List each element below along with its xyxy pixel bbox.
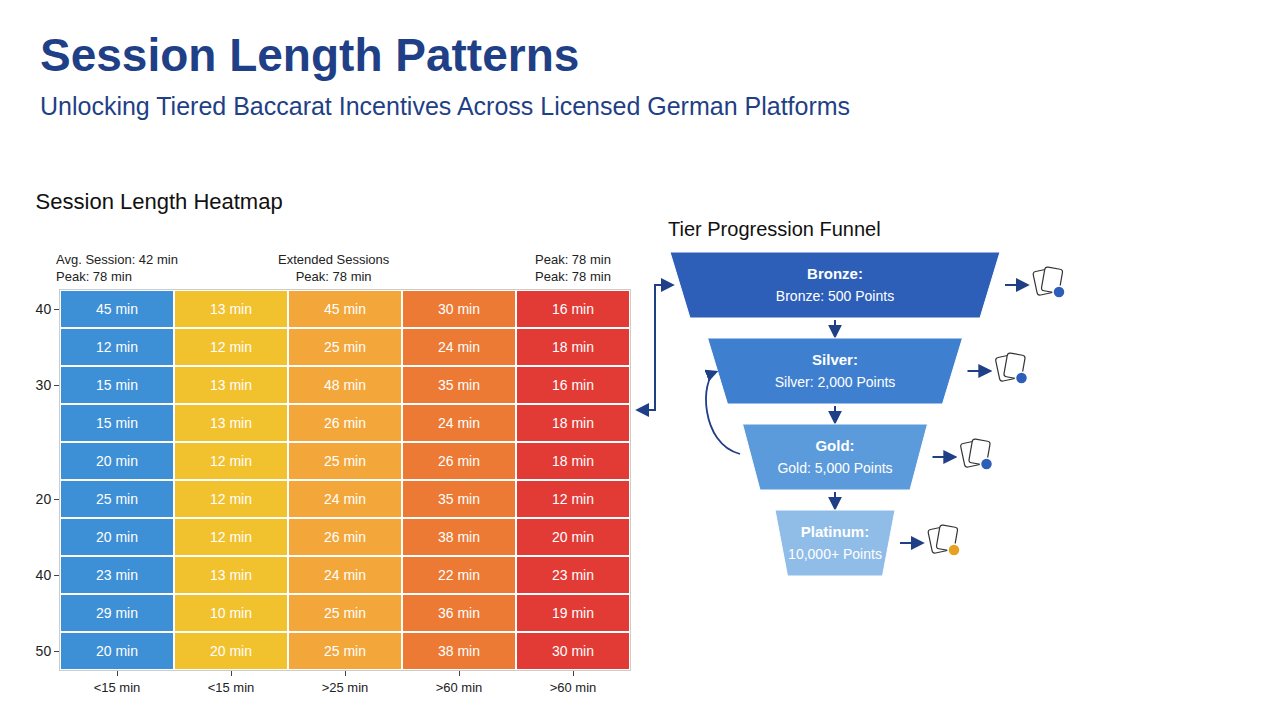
svg-text:15 min: 15 min: [96, 377, 138, 393]
svg-text:<15 min: <15 min: [208, 680, 255, 695]
svg-text:18 min: 18 min: [552, 339, 594, 355]
svg-text:25 min: 25 min: [324, 605, 366, 621]
svg-text:36 min: 36 min: [438, 605, 480, 621]
svg-text:50: 50: [36, 643, 52, 659]
svg-text:12 min: 12 min: [210, 491, 252, 507]
svg-text:35 min: 35 min: [438, 377, 480, 393]
svg-text:13 min: 13 min: [210, 567, 252, 583]
svg-text:20: 20: [36, 491, 52, 507]
svg-text:38 min: 38 min: [438, 643, 480, 659]
svg-text:26 min: 26 min: [324, 415, 366, 431]
svg-text:Silver:: Silver:: [812, 351, 858, 368]
svg-text:>60 min: >60 min: [436, 680, 483, 695]
svg-text:23 min: 23 min: [552, 567, 594, 583]
svg-text:40: 40: [36, 567, 52, 583]
svg-text:24 min: 24 min: [324, 567, 366, 583]
svg-text:Session Length Heatmap: Session Length Heatmap: [36, 189, 283, 214]
svg-text:12 min: 12 min: [210, 453, 252, 469]
svg-text:Silver: 2,000 Points: Silver: 2,000 Points: [775, 374, 896, 390]
svg-text:29 min: 29 min: [96, 605, 138, 621]
svg-text:15 min: 15 min: [96, 415, 138, 431]
svg-text:Tier Progression Funnel: Tier Progression Funnel: [668, 218, 881, 240]
svg-text:45 min: 45 min: [96, 301, 138, 317]
svg-text:10,000+ Points: 10,000+ Points: [788, 546, 882, 562]
svg-text:26 min: 26 min: [324, 529, 366, 545]
svg-text:Platinum:: Platinum:: [801, 523, 869, 540]
svg-text:13 min: 13 min: [210, 301, 252, 317]
svg-text:20 min: 20 min: [96, 643, 138, 659]
svg-text:10 min: 10 min: [210, 605, 252, 621]
svg-text:23 min: 23 min: [96, 567, 138, 583]
svg-text:>60 min: >60 min: [550, 680, 597, 695]
svg-text:20 min: 20 min: [96, 453, 138, 469]
svg-text:24 min: 24 min: [324, 491, 366, 507]
svg-text:26 min: 26 min: [438, 453, 480, 469]
svg-text:16 min: 16 min: [552, 377, 594, 393]
svg-text:25 min: 25 min: [324, 339, 366, 355]
html-text:Session Length Patterns: Session Length Patterns: [40, 29, 580, 81]
svg-text:25 min: 25 min: [324, 453, 366, 469]
svg-text:48 min: 48 min: [324, 377, 366, 393]
svg-text:12 min: 12 min: [210, 339, 252, 355]
svg-text:30: 30: [36, 377, 52, 393]
svg-text:13 min: 13 min: [210, 415, 252, 431]
svg-text:12 min: 12 min: [552, 491, 594, 507]
svg-text:Avg. Session: 42 minPeak: 78 m: Avg. Session: 42 minPeak: 78 min: [56, 252, 178, 284]
svg-text:16 min: 16 min: [552, 301, 594, 317]
svg-text:22 min: 22 min: [438, 567, 480, 583]
svg-text:19 min: 19 min: [552, 605, 594, 621]
svg-text:25 min: 25 min: [96, 491, 138, 507]
svg-text:13 min: 13 min: [210, 377, 252, 393]
svg-text:38 min: 38 min: [438, 529, 480, 545]
svg-text:20 min: 20 min: [96, 529, 138, 545]
svg-text:45 min: 45 min: [324, 301, 366, 317]
svg-text:18 min: 18 min: [552, 415, 594, 431]
svg-text:24 min: 24 min: [438, 415, 480, 431]
svg-text:20 min: 20 min: [552, 529, 594, 545]
svg-text:>25 min: >25 min: [322, 680, 369, 695]
svg-text:24 min: 24 min: [438, 339, 480, 355]
svg-text:25 min: 25 min: [324, 643, 366, 659]
html-text:Unlocking Tiered Baccarat Ince: Unlocking Tiered Baccarat Incentives Acr…: [40, 92, 851, 120]
svg-text:18 min: 18 min: [552, 453, 594, 469]
svg-text:Gold:: Gold:: [815, 437, 854, 454]
svg-text:35 min: 35 min: [438, 491, 480, 507]
svg-text:12 min: 12 min: [96, 339, 138, 355]
svg-text:Extended SessionsPeak: 78 min: Extended SessionsPeak: 78 min: [278, 252, 390, 284]
svg-text:<15 min: <15 min: [94, 680, 141, 695]
svg-text:20 min: 20 min: [210, 643, 252, 659]
svg-text:Gold: 5,000 Points: Gold: 5,000 Points: [777, 460, 892, 476]
svg-text:Peak: 78 minPeak: 78 min: Peak: 78 minPeak: 78 min: [535, 252, 611, 284]
svg-text:Bronze:: Bronze:: [807, 265, 863, 282]
svg-text:30 min: 30 min: [552, 643, 594, 659]
svg-text:Bronze: 500 Points: Bronze: 500 Points: [776, 288, 894, 304]
svg-text:40: 40: [36, 301, 52, 317]
svg-text:12 min: 12 min: [210, 529, 252, 545]
svg-text:30 min: 30 min: [438, 301, 480, 317]
